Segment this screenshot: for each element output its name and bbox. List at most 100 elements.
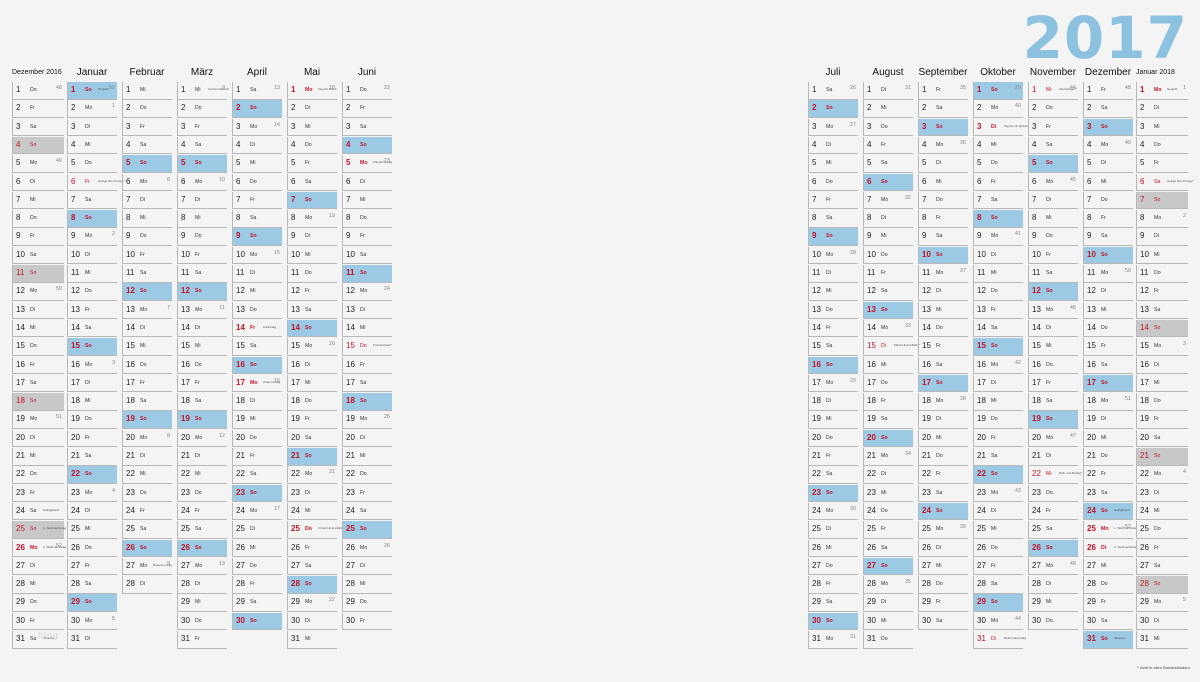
- weekday-label: Mo: [991, 105, 999, 112]
- day-cell: 11 Sa: [122, 265, 172, 283]
- day-number: 15: [812, 341, 821, 351]
- day-number: 14: [977, 322, 986, 332]
- weekday-label: Do: [85, 160, 92, 167]
- day-number: 21: [16, 451, 25, 460]
- day-cell: 9 Fr: [342, 228, 392, 246]
- weekday-label: Fr: [195, 379, 200, 386]
- month-column: Januar 2018 1 Mo Neujahr 1 2 Di 3 Mi 4 Do 5 Fr 6 Sa Hei…: [1136, 66, 1194, 649]
- day-cell: 11 So: [12, 265, 64, 283]
- day-cell: 12 So: [122, 283, 172, 301]
- day-cell: 19 So: [177, 411, 227, 429]
- weekday-label: So: [1101, 507, 1108, 514]
- weekday-label: Mi: [881, 233, 887, 240]
- day-cell: 5 Mi: [808, 155, 858, 173]
- weekday-label: Mo: [1154, 343, 1162, 350]
- day-number: 20: [126, 432, 135, 442]
- weekday-label: Do: [1154, 398, 1161, 405]
- weekday-label: Do: [826, 178, 833, 185]
- weekday-label: Sa: [250, 343, 257, 350]
- day-number: 30: [812, 615, 821, 625]
- day-number: 24: [1032, 505, 1041, 515]
- weekday-label: Mi: [826, 288, 832, 295]
- week-number: 7: [166, 304, 170, 311]
- weekday-label: Mo: [360, 416, 368, 423]
- weekday-label: So: [936, 379, 943, 386]
- month-header: Januar 2018: [1136, 69, 1175, 76]
- day-cell: 18 Mi: [973, 393, 1023, 411]
- day-cell: 2 So: [808, 100, 858, 118]
- day-number: 8: [1032, 213, 1037, 223]
- day-cell: 9 Mo 41: [973, 228, 1023, 246]
- weekday-label: Mo: [991, 361, 999, 368]
- day-cell: 15 Mo 3: [1136, 338, 1188, 356]
- weekday-label: Mi: [85, 141, 91, 148]
- weekday-label: Di: [1101, 288, 1106, 295]
- weekday-label: Do: [936, 196, 943, 203]
- weekday-label: So: [1101, 123, 1108, 130]
- weekday-label: Sa: [305, 562, 312, 569]
- day-number: 5: [16, 158, 21, 168]
- day-cell: 28 Sa: [973, 576, 1023, 594]
- day-number: 9: [1087, 231, 1092, 241]
- weekday-label: Mi: [936, 434, 942, 441]
- day-cell: 6 Do: [232, 173, 282, 191]
- weekday-label: So: [1101, 379, 1108, 386]
- day-cell: 17 Mi: [1136, 374, 1188, 393]
- week-number: 25: [383, 414, 390, 421]
- holiday-label: Neujahr: [1167, 87, 1178, 91]
- day-number: 9: [1140, 231, 1145, 241]
- day-number: 5: [291, 158, 296, 168]
- weekday-label: Do: [85, 288, 92, 295]
- day-cell: 7 Do: [1083, 191, 1133, 210]
- day-cell: 23 Mo 43: [973, 484, 1023, 503]
- day-number: 11: [1032, 268, 1041, 277]
- day-number: 5: [346, 158, 351, 168]
- weekday-label: Mi: [195, 87, 201, 93]
- day-cell: 22 Mo 4: [1136, 466, 1188, 484]
- day-number: 6: [922, 176, 927, 186]
- day-cell: 13 Sa: [1136, 301, 1188, 320]
- day-cell: 5 Sa: [863, 155, 913, 173]
- day-cell: 3 Sa: [12, 118, 64, 137]
- day-cell: 7 Mi: [12, 191, 64, 210]
- week-number: 3: [111, 359, 115, 366]
- weekday-label: Do: [991, 544, 998, 551]
- weekday-label: Mi: [305, 636, 311, 642]
- day-number: 11: [291, 268, 300, 277]
- weekday-label: Do: [305, 526, 312, 533]
- day-number: 7: [346, 194, 351, 204]
- week-number: 11: [219, 304, 225, 311]
- day-cell: 15 Fr: [1083, 338, 1133, 356]
- day-number: 19: [977, 414, 986, 424]
- day-cell: 30 So: [232, 612, 282, 631]
- day-cell: 25 So: [342, 521, 392, 539]
- weekday-label: Mi: [360, 324, 366, 331]
- day-number: 4: [977, 139, 982, 149]
- weekday-label: Sa: [1046, 270, 1053, 276]
- day-cell: 25 Mo 39: [918, 521, 968, 539]
- weekday-label: Di: [1154, 233, 1159, 240]
- day-number: 10: [236, 249, 245, 259]
- day-cell: 14 So: [1136, 319, 1188, 338]
- day-number: 21: [867, 451, 876, 460]
- week-number: 2: [1182, 213, 1186, 220]
- day-cell: 4 Mo 49: [1083, 136, 1133, 155]
- week-number: 26: [849, 85, 856, 91]
- weekday-label: So: [305, 324, 312, 331]
- weekday-label: Sa: [1101, 489, 1108, 496]
- day-cell: 8 Mi: [1028, 210, 1078, 228]
- day-number: 29: [977, 597, 986, 607]
- day-cell: 8 Fr: [1083, 210, 1133, 228]
- day-cell: 1 Mo Neujahr 1: [1136, 82, 1188, 100]
- weekday-label: Sa: [250, 87, 257, 93]
- day-number: 22: [922, 469, 931, 479]
- day-number: 10: [922, 249, 931, 259]
- day-number: 4: [126, 139, 131, 149]
- holiday-label: Mariä Himmelfahrt*: [894, 343, 920, 348]
- day-number: 17: [977, 377, 986, 387]
- weekday-label: So: [30, 141, 37, 148]
- day-number: 20: [1140, 432, 1149, 442]
- day-number: 6: [71, 176, 76, 186]
- day-cell: 7 Di: [177, 191, 227, 210]
- day-cell: 26 Mi: [808, 539, 858, 557]
